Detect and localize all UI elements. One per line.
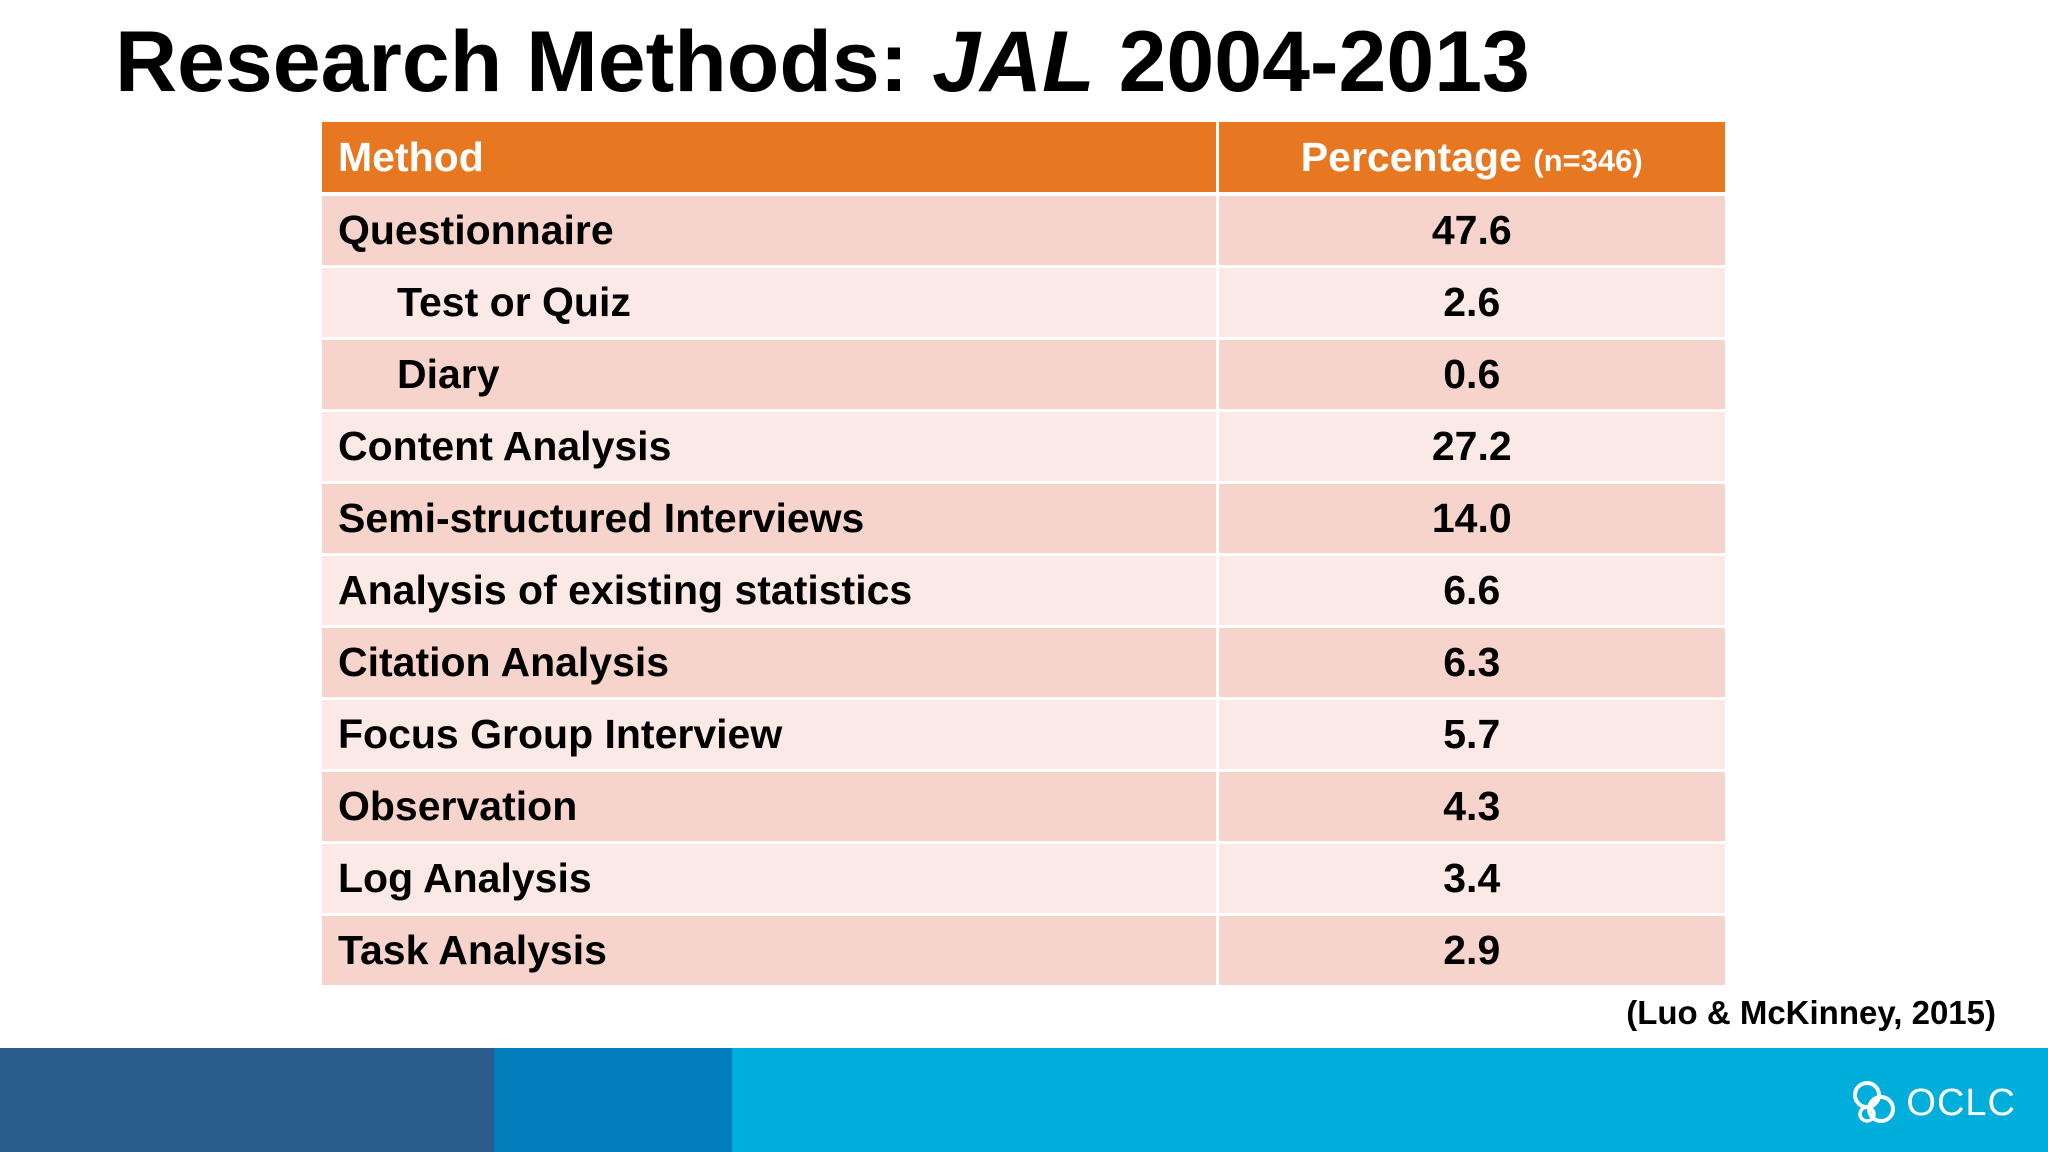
- footer-band: OCLC: [0, 1048, 2048, 1152]
- method-cell: Task Analysis: [322, 914, 1219, 988]
- method-cell: Log Analysis: [322, 842, 1219, 916]
- table-body: Questionnaire 47.6 Test or Quiz 2.6 Diary 0.6…: [322, 194, 1725, 988]
- percentage-cell: 2.9: [1217, 914, 1725, 988]
- table-row: Observation 4.3: [322, 770, 1725, 844]
- oclc-logo: OCLC: [1850, 1078, 2016, 1128]
- table-row: Task Analysis 2.9: [322, 914, 1725, 988]
- oclc-logo-icon: [1853, 1081, 1896, 1123]
- table-row: Analysis of existing statistics 6.6: [322, 554, 1725, 628]
- method-cell: Focus Group Interview: [322, 698, 1219, 772]
- title-suffix: 2004-2013: [1094, 14, 1530, 110]
- method-column-header: Method: [322, 122, 1219, 196]
- footer-segment-dark-blue: [0, 1048, 494, 1152]
- method-header-label: Method: [338, 133, 484, 180]
- method-cell: Analysis of existing statistics: [322, 554, 1219, 628]
- citation: (Luo & McKinney, 2015): [1626, 994, 1996, 1031]
- table-row: Diary 0.6: [322, 338, 1725, 412]
- method-cell: Diary: [322, 338, 1219, 412]
- percentage-cell: 4.3: [1217, 770, 1725, 844]
- title-prefix: Research Methods:: [115, 14, 933, 110]
- percentage-cell: 6.3: [1217, 626, 1725, 700]
- method-cell: Content Analysis: [322, 410, 1219, 484]
- percentage-cell: 0.6: [1217, 338, 1725, 412]
- percentage-column-header: Percentage (n=346): [1217, 122, 1725, 196]
- table-row: Test or Quiz 2.6: [322, 266, 1725, 340]
- sample-size-note: (n=346): [1533, 142, 1643, 178]
- method-cell: Test or Quiz: [322, 266, 1219, 340]
- table-row: Questionnaire 47.6: [322, 194, 1725, 268]
- percentage-cell: 2.6: [1217, 266, 1725, 340]
- method-cell: Semi-structured Interviews: [322, 482, 1219, 556]
- percentage-cell: 27.2: [1217, 410, 1725, 484]
- method-cell: Citation Analysis: [322, 626, 1219, 700]
- footer-segment-mid-blue: [494, 1048, 732, 1152]
- method-cell: Questionnaire: [322, 194, 1219, 268]
- method-cell: Observation: [322, 770, 1219, 844]
- methods-table: Method Percentage (n=346) Questionnaire 4…: [322, 122, 1725, 988]
- title-journal: JAL: [932, 14, 1095, 110]
- table-row: Log Analysis 3.4: [322, 842, 1725, 916]
- percentage-cell: 5.7: [1217, 698, 1725, 772]
- percentage-cell: 47.6: [1217, 194, 1725, 268]
- percentage-header-label: Percentage: [1300, 133, 1522, 180]
- footer-segment-light-blue: OCLC: [732, 1048, 2048, 1152]
- table-header-row: Method Percentage (n=346): [322, 122, 1725, 196]
- table-row: Citation Analysis 6.3: [322, 626, 1725, 700]
- percentage-cell: 14.0: [1217, 482, 1725, 556]
- oclc-wordmark: OCLC: [1906, 1082, 2016, 1124]
- table-row: Content Analysis 27.2: [322, 410, 1725, 484]
- table-row: Semi-structured Interviews 14.0: [322, 482, 1725, 556]
- percentage-cell: 6.6: [1217, 554, 1725, 628]
- table-row: Focus Group Interview 5.7: [322, 698, 1725, 772]
- slide-title: Research Methods: JAL 2004-2013: [115, 12, 1530, 112]
- percentage-cell: 3.4: [1217, 842, 1725, 916]
